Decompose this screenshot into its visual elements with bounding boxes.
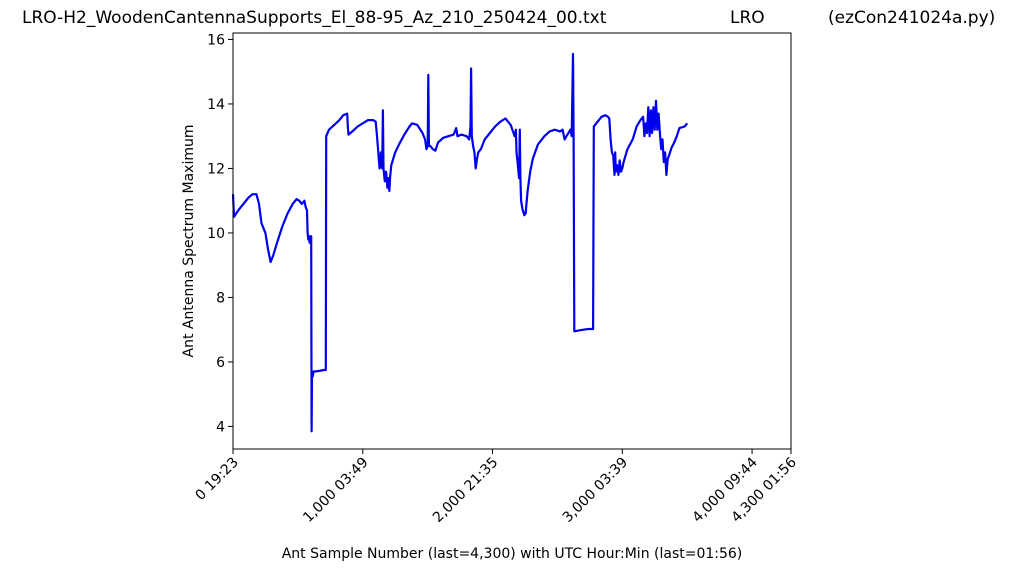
y-tick-label: 4 <box>216 419 225 435</box>
x-tick-label: 3,000 03:39 <box>560 455 631 526</box>
y-tick-label: 8 <box>216 290 225 306</box>
x-tick-label: 1,000 03:49 <box>300 455 371 526</box>
series-line <box>231 52 689 433</box>
y-tick-label: 10 <box>207 226 225 242</box>
y-tick-label: 14 <box>207 97 225 113</box>
plot-frame <box>232 32 792 450</box>
y-axis-ticks: 4 6 8 10 12 14 16 <box>207 32 233 435</box>
chart-title: LRO-H2_WoodenCantennaSupports_El_88-95_A… <box>22 8 607 28</box>
y-axis-label: Ant Antenna Spectrum Maximum <box>181 125 197 358</box>
y-tick-label: 6 <box>216 355 225 371</box>
chart-title-observatory: LRO <box>730 8 765 28</box>
y-tick-label: 16 <box>207 32 225 48</box>
x-tick-label: 0 19:23 <box>193 455 242 504</box>
x-axis-label: Ant Sample Number (last=4,300) with UTC … <box>282 546 743 562</box>
chart-title-script: (ezCon241024a.py) <box>828 8 996 28</box>
x-tick-label: 2,000 21:35 <box>430 455 501 526</box>
x-axis-ticks: 0 19:23 1,000 03:49 2,000 21:35 3,000 03:39… <box>193 449 800 526</box>
y-tick-label: 12 <box>207 161 225 177</box>
